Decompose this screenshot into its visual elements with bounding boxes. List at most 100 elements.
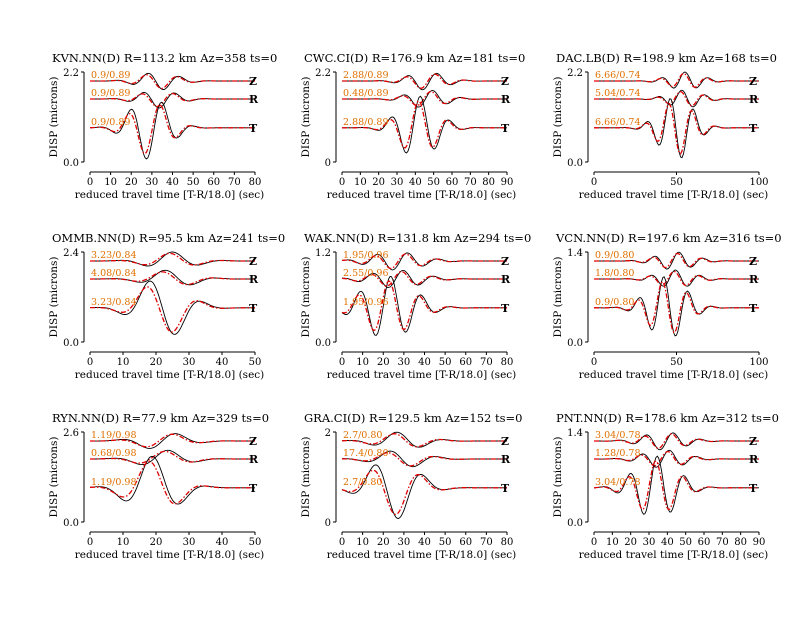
trace-shift-label: 2.7/0.80 [343, 430, 382, 441]
trace-shift-label: 1.28/0.78 [595, 448, 641, 459]
y-tick-label-max: 2.6 [63, 428, 79, 439]
trace-shift-label: 5.04/0.74 [595, 88, 641, 99]
component-label: R [501, 273, 511, 286]
synthetic-trace-Z [90, 252, 255, 266]
trace-shift-label: 1.95/0.96 [343, 250, 389, 261]
x-tick-label: 10 [117, 357, 130, 368]
y-axis-label: DISP (microns) [48, 436, 60, 517]
trace-shift-label: 4.08/0.84 [91, 268, 137, 279]
panel-5: WAK.NN(D) R=131.8 km Az=294 ts=0 1.2 0.0DI… [300, 231, 531, 381]
x-tick-label: 0 [339, 177, 345, 188]
y-tick-label-max: 2 [325, 428, 331, 439]
component-label: T [249, 302, 258, 315]
x-tick-label: 70 [480, 357, 493, 368]
x-tick-label: 30 [183, 357, 196, 368]
trace-shift-label: 2.55/0.96 [343, 268, 389, 279]
x-tick-label: 10 [356, 357, 369, 368]
x-tick-label: 70 [480, 537, 493, 548]
trace-shift-label: 2.88/0.89 [343, 70, 389, 81]
synthetic-trace-R [90, 450, 255, 464]
synthetic-trace-Z [90, 74, 255, 90]
component-label: T [501, 122, 510, 135]
y-tick-label-min: 0.0 [567, 338, 583, 349]
component-label: R [501, 453, 511, 466]
component-label: Z [501, 435, 509, 448]
y-tick-label-max: 1.4 [567, 248, 583, 259]
x-tick-label: 50 [679, 537, 692, 548]
x-tick-label: 0 [87, 177, 93, 188]
observed-trace-R [342, 450, 507, 468]
x-tick-label: 40 [409, 177, 422, 188]
observed-trace-T [341, 275, 507, 336]
x-tick-label: 0 [87, 357, 93, 368]
x-tick-label: 50 [670, 357, 683, 368]
panel-title: CWC.CI(D) R=176.9 km Az=181 ts=0 [304, 51, 525, 65]
trace-shift-label: 0.9/0.89 [91, 117, 130, 128]
observed-trace-Z [342, 431, 507, 448]
y-axis-label: DISP (microns) [552, 76, 564, 157]
x-tick-label: 30 [146, 177, 159, 188]
trace-shift-label: 3.23/0.84 [91, 250, 137, 261]
x-tick-label: 10 [606, 537, 619, 548]
x-axis-label: reduced travel time [T-R/18.0] (sec) [579, 189, 769, 201]
synthetic-trace-T [90, 460, 255, 505]
x-tick-label: 90 [753, 537, 766, 548]
trace-shift-label: 0.68/0.98 [91, 448, 137, 459]
x-tick-label: 20 [125, 177, 138, 188]
y-axis-label: DISP (microns) [552, 256, 564, 337]
y-tick-label-max: 2.2 [63, 68, 79, 79]
x-tick-label: 40 [661, 537, 674, 548]
x-tick-label: 100 [749, 177, 768, 188]
component-label: Z [749, 75, 757, 88]
synthetic-trace-R [90, 92, 255, 108]
synthetic-trace-Z [594, 252, 759, 269]
x-tick-label: 40 [418, 537, 431, 548]
panel-6: VCN.NN(D) R=197.6 km Az=316 ts=0 1.4 0.0DI… [552, 231, 782, 381]
panel-9: PNT.NN(D) R=178.6 km Az=312 ts=0 1.4 0.0DI… [552, 411, 779, 561]
x-tick-label: 0 [591, 357, 597, 368]
y-tick-label-min: 0.0 [567, 518, 583, 529]
synthetic-trace-T [342, 100, 507, 149]
x-tick-label: 50 [670, 177, 683, 188]
trace-shift-label: 3.04/0.78 [595, 477, 641, 488]
x-tick-label: 30 [643, 537, 656, 548]
x-tick-label: 30 [398, 357, 411, 368]
y-axis-label: DISP (microns) [48, 256, 60, 337]
component-label: R [249, 93, 259, 106]
x-tick-label: 70 [464, 177, 477, 188]
synthetic-trace-T [594, 281, 759, 334]
x-tick-label: 100 [749, 357, 768, 368]
trace-shift-label: 0.9/0.80 [595, 250, 634, 261]
trace-shift-label: 1.19/0.98 [91, 477, 137, 488]
panel-7: RYN.NN(D) R=77.9 km Az=329 ts=0 2.6 0.0DIS… [48, 411, 269, 561]
synthetic-trace-T [593, 460, 759, 511]
x-tick-label: 60 [459, 357, 472, 368]
y-tick-label-max: 2.2 [315, 68, 331, 79]
panel-1: KVN.NN(D) R=113.2 km Az=358 ts=0 2.2 0.0DI… [48, 51, 277, 201]
synthetic-trace-Z [342, 73, 507, 89]
x-tick-label: 10 [354, 177, 367, 188]
synthetic-trace-T [90, 286, 255, 333]
x-tick-label: 80 [501, 537, 514, 548]
y-axis-label: DISP (microns) [552, 436, 564, 517]
panel-title: DAC.LB(D) R=198.9 km Az=168 ts=0 [556, 51, 777, 65]
x-axis-label: reduced travel time [T-R/18.0] (sec) [75, 549, 265, 561]
x-tick-label: 50 [439, 357, 452, 368]
x-tick-label: 50 [439, 537, 452, 548]
x-tick-label: 80 [482, 177, 495, 188]
panel-3: DAC.LB(D) R=198.9 km Az=168 ts=0 2.2 0.0DI… [552, 51, 777, 201]
x-tick-label: 0 [591, 537, 597, 548]
trace-shift-label: 0.9/0.89 [91, 88, 130, 99]
component-label: R [249, 273, 259, 286]
x-tick-label: 20 [372, 177, 385, 188]
y-tick-label-max: 1.4 [567, 428, 583, 439]
x-tick-label: 70 [228, 177, 241, 188]
component-label: R [249, 453, 259, 466]
y-tick-label-max: 2.2 [567, 68, 583, 79]
x-axis-label: reduced travel time [T-R/18.0] (sec) [75, 369, 265, 381]
synthetic-trace-T [594, 103, 759, 155]
x-tick-label: 50 [249, 357, 262, 368]
panel-title: PNT.NN(D) R=178.6 km Az=312 ts=0 [556, 411, 779, 425]
synthetic-trace-Z [90, 433, 255, 448]
